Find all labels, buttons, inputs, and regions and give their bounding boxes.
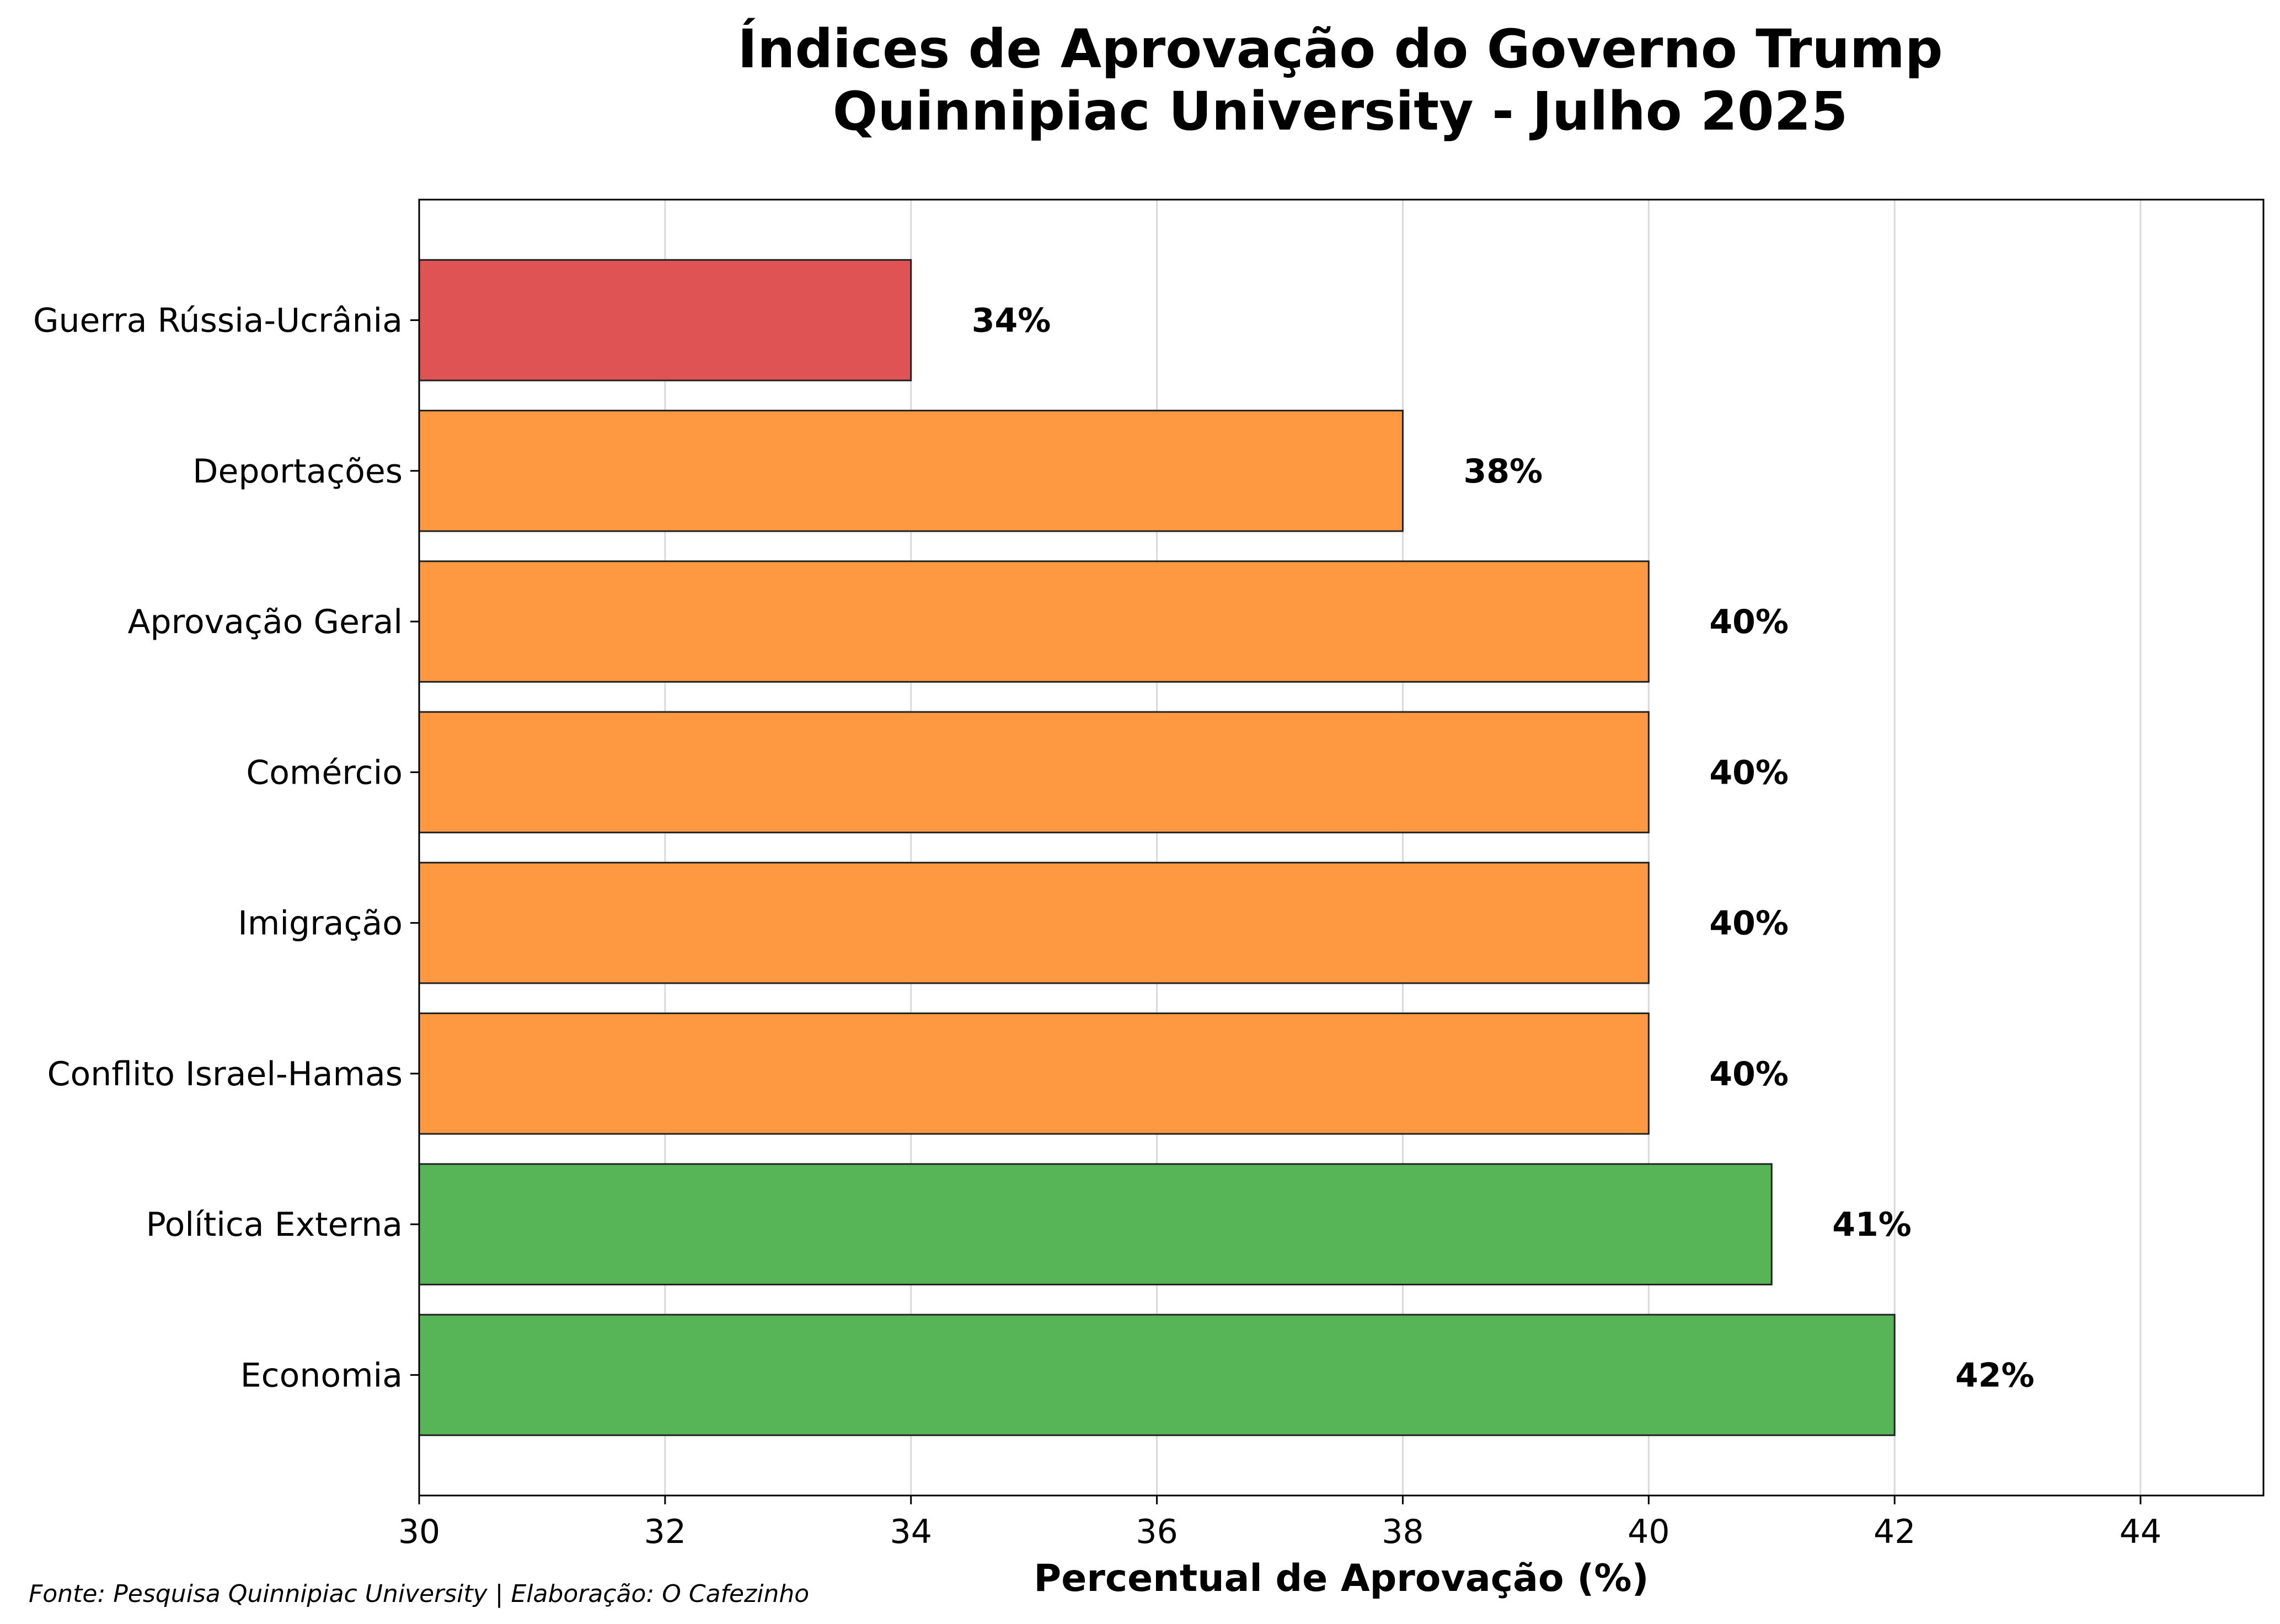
y-ticks: Guerra Rússia-Ucrânia Deportações Aprovaçã… <box>33 302 419 1395</box>
y-category-label-4: Imigração <box>238 904 403 943</box>
bar-5 <box>418 1012 1650 1135</box>
x-tick-label-36: 36 <box>1136 1513 1178 1551</box>
bar-value-label-5: 40% <box>1709 1055 1789 1094</box>
bar-value-label-2: 40% <box>1709 603 1789 641</box>
bar-value-label-1: 38% <box>1463 452 1543 491</box>
bar-value-label-0: 34% <box>972 302 1051 340</box>
x-axis-label: Percentual de Aprovação (%) <box>1034 1557 1649 1600</box>
bar-6 <box>418 1163 1773 1285</box>
x-tick-label-42: 42 <box>1874 1513 1915 1551</box>
bar-0 <box>418 259 912 382</box>
bar-4 <box>418 861 1650 984</box>
bar-1 <box>418 410 1404 532</box>
x-tick-label-30: 30 <box>398 1513 440 1551</box>
bar-3 <box>418 711 1650 834</box>
y-category-label-2: Aprovação Geral <box>127 603 403 641</box>
grid-lines <box>418 200 2142 1496</box>
y-category-label-0: Guerra Rússia-Ucrânia <box>33 302 403 340</box>
bar-value-label-6: 41% <box>1832 1205 1912 1244</box>
x-tick-label-32: 32 <box>644 1513 686 1551</box>
y-category-label-1: Deportações <box>192 452 403 491</box>
x-ticks: 30 32 34 36 38 40 42 44 <box>398 1496 2161 1551</box>
chart-title: Índices de Aprovação do Governo Trump <box>737 18 1942 80</box>
bars: 34% 38% 40% 40% 40% 40% 41% 42% <box>418 259 2035 1437</box>
bar-7 <box>418 1314 1896 1437</box>
x-tick-label-40: 40 <box>1628 1513 1669 1551</box>
bar-value-label-7: 42% <box>1955 1356 2035 1395</box>
y-category-label-7: Economia <box>240 1356 403 1395</box>
bar-value-label-3: 40% <box>1709 753 1789 792</box>
plot-frame <box>418 199 2265 1497</box>
x-tick-label-38: 38 <box>1382 1513 1423 1551</box>
y-category-label-3: Comércio <box>246 753 403 792</box>
source-note: Fonte: Pesquisa Quinnipiac University | … <box>29 1580 809 1608</box>
x-tick-label-34: 34 <box>890 1513 932 1551</box>
x-tick-label-44: 44 <box>2120 1513 2161 1551</box>
bar-2 <box>418 560 1650 683</box>
bar-value-label-4: 40% <box>1709 904 1789 943</box>
chart-subtitle: Quinnipiac University - Julho 2025 <box>833 81 1848 142</box>
y-category-label-5: Conflito Israel-Hamas <box>47 1055 403 1094</box>
y-category-label-6: Política Externa <box>146 1205 403 1244</box>
